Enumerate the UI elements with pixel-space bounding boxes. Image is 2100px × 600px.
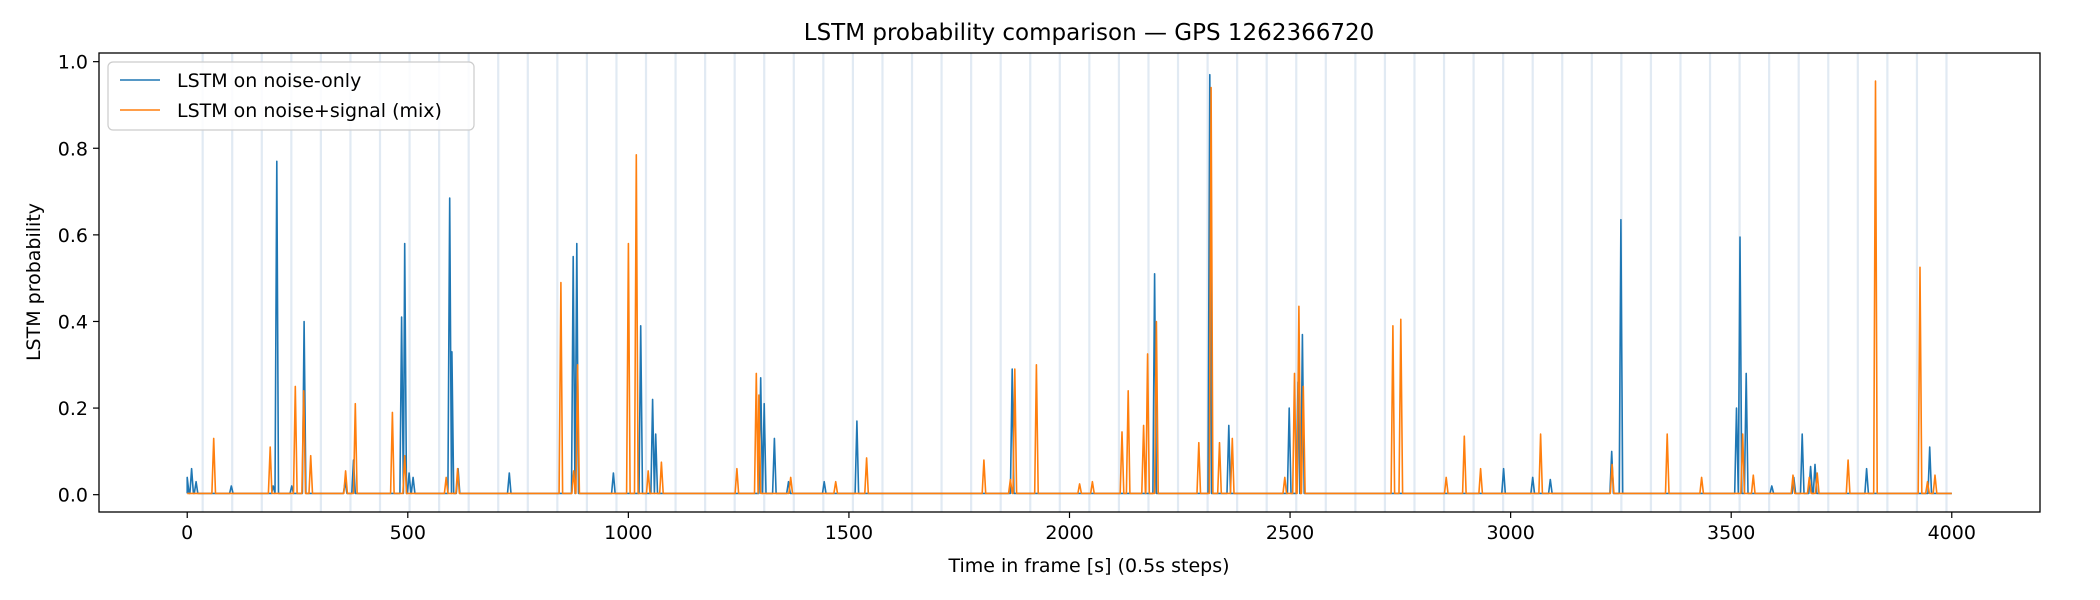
y-tick-label: 0.2 <box>58 398 88 420</box>
x-tick-label: 500 <box>390 522 426 544</box>
chart-title: LSTM probability comparison — GPS 126236… <box>804 20 1375 46</box>
legend: LSTM on noise-only LSTM on noise+signal … <box>107 61 475 131</box>
series-line-noise-signal <box>187 80 1952 495</box>
x-tick-label: 3500 <box>1707 522 1755 544</box>
x-tick-label: 1500 <box>825 522 873 544</box>
y-tick-label: 0.0 <box>58 485 88 507</box>
x-tick-label: 0 <box>181 522 193 544</box>
y-tick-label: 0.6 <box>58 225 88 247</box>
series-layer <box>186 73 1952 495</box>
y-tick-label: 0.4 <box>58 311 88 333</box>
legend-label-noise-signal: LSTM on noise+signal (mix) <box>177 100 442 122</box>
y-axis-label: LSTM probability <box>23 203 45 361</box>
x-tick-label: 3000 <box>1486 522 1534 544</box>
x-tick-label: 2000 <box>1045 522 1093 544</box>
x-tick-label: 1000 <box>604 522 652 544</box>
x-tick-label: 2500 <box>1266 522 1314 544</box>
legend-box <box>107 61 475 131</box>
y-axis: 0.0 0.2 0.4 0.6 0.8 1.0 <box>58 52 99 507</box>
x-axis-label: Time in frame [s] (0.5s steps) <box>947 555 1229 577</box>
y-tick-label: 0.8 <box>58 138 88 160</box>
x-tick-label: 4000 <box>1928 522 1976 544</box>
legend-label-noise-only: LSTM on noise-only <box>177 70 361 92</box>
x-axis: 0 500 1000 1500 2000 2500 3000 3500 4000 <box>181 512 1976 544</box>
y-tick-label: 1.0 <box>58 52 88 74</box>
